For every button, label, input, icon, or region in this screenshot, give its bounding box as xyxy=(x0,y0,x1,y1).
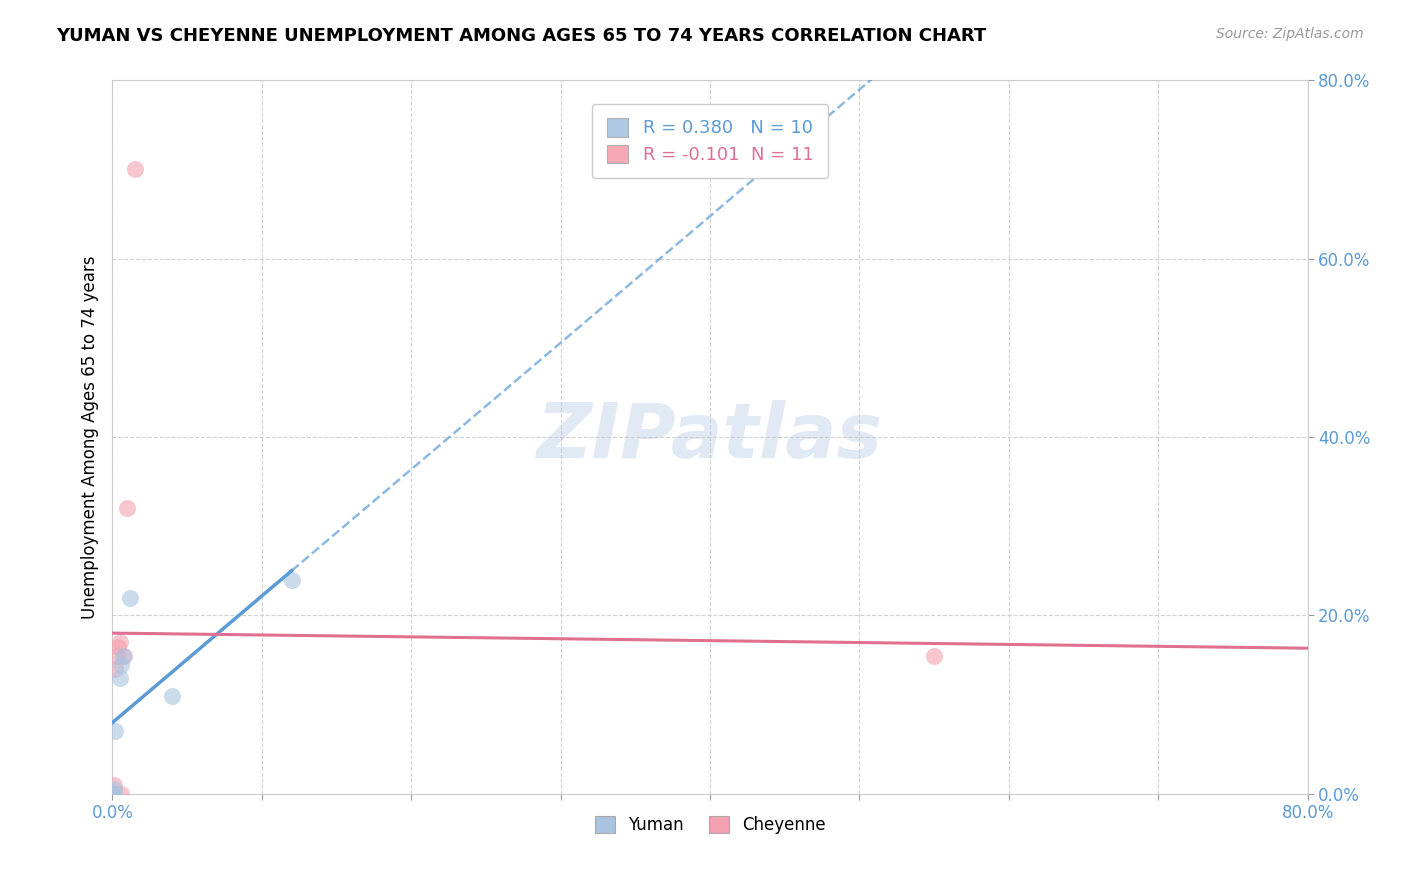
Point xyxy=(111,648,134,663)
Point xyxy=(107,640,129,654)
Point xyxy=(104,724,127,739)
Text: YUMAN VS CHEYENNE UNEMPLOYMENT AMONG AGES 65 TO 74 YEARS CORRELATION CHART: YUMAN VS CHEYENNE UNEMPLOYMENT AMONG AGE… xyxy=(56,27,987,45)
Point xyxy=(114,648,135,663)
Point xyxy=(103,782,125,797)
Point xyxy=(103,778,125,792)
Point xyxy=(101,787,124,801)
Point xyxy=(105,648,128,663)
Point xyxy=(162,689,183,703)
Point xyxy=(281,573,304,587)
Point xyxy=(108,635,131,649)
Point xyxy=(104,662,127,676)
Point xyxy=(103,787,125,801)
Legend: Yuman, Cheyenne: Yuman, Cheyenne xyxy=(586,808,834,843)
Point xyxy=(922,648,945,663)
Point xyxy=(101,787,124,801)
Point xyxy=(110,787,132,801)
Y-axis label: Unemployment Among Ages 65 to 74 years: Unemployment Among Ages 65 to 74 years xyxy=(80,255,98,619)
Text: Source: ZipAtlas.com: Source: ZipAtlas.com xyxy=(1216,27,1364,41)
Point xyxy=(108,671,131,685)
Point xyxy=(124,162,146,177)
Point xyxy=(120,591,142,605)
Point xyxy=(110,657,132,672)
Text: ZIPatlas: ZIPatlas xyxy=(537,401,883,474)
Point xyxy=(117,501,139,516)
